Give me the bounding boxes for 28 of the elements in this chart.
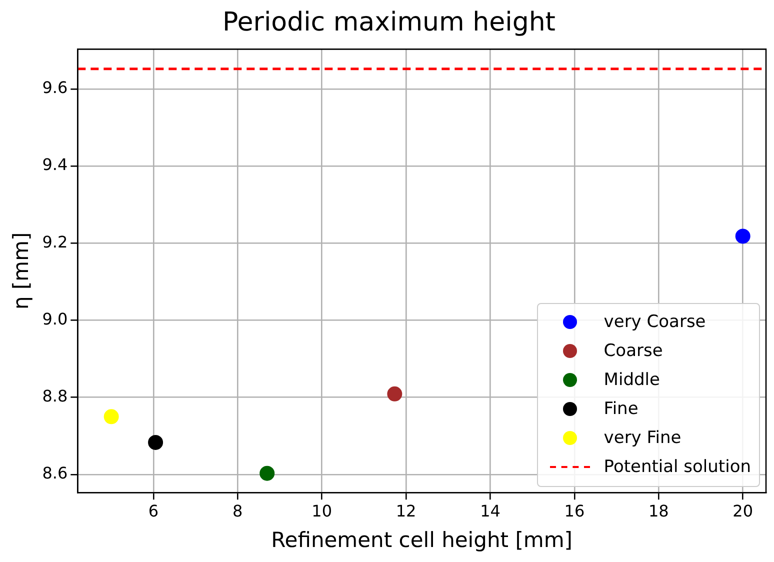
legend-label: very Fine xyxy=(604,426,682,450)
y-tick-label: 8.8 xyxy=(42,386,68,406)
x-tick-label: 14 xyxy=(480,501,500,520)
point xyxy=(148,434,164,450)
y-axis-title: η [mm] xyxy=(9,232,34,310)
x-tick-label: 10 xyxy=(312,501,332,520)
y-tick-label: 8.6 xyxy=(42,464,68,483)
point xyxy=(260,466,275,481)
legend-label: very Coarse xyxy=(604,310,706,334)
y-tick-label: 9.2 xyxy=(42,232,68,252)
x-tick-label: 6 xyxy=(148,501,159,520)
point xyxy=(387,386,402,402)
x-tick-label: 16 xyxy=(564,501,585,520)
y-tick-label: 9.0 xyxy=(42,309,68,328)
y-tick-label: 9.6 xyxy=(42,78,68,98)
x-tick-label: 20 xyxy=(732,501,754,520)
x-tick-label: 18 xyxy=(648,501,669,520)
legend-label: Potential solution xyxy=(604,456,751,479)
legend-label: Middle xyxy=(604,368,660,392)
x-axis-title: Refinement cell height [mm] xyxy=(271,528,572,552)
y-tick-label: 9.4 xyxy=(42,155,68,174)
point xyxy=(735,228,750,244)
chart-title: Periodic maximum height xyxy=(222,7,556,38)
x-tick-label: 8 xyxy=(232,501,243,520)
legend-label: Coarse xyxy=(604,340,663,363)
point xyxy=(104,409,119,424)
x-tick-label: 12 xyxy=(396,501,416,520)
legend-label: Fine xyxy=(604,398,638,421)
